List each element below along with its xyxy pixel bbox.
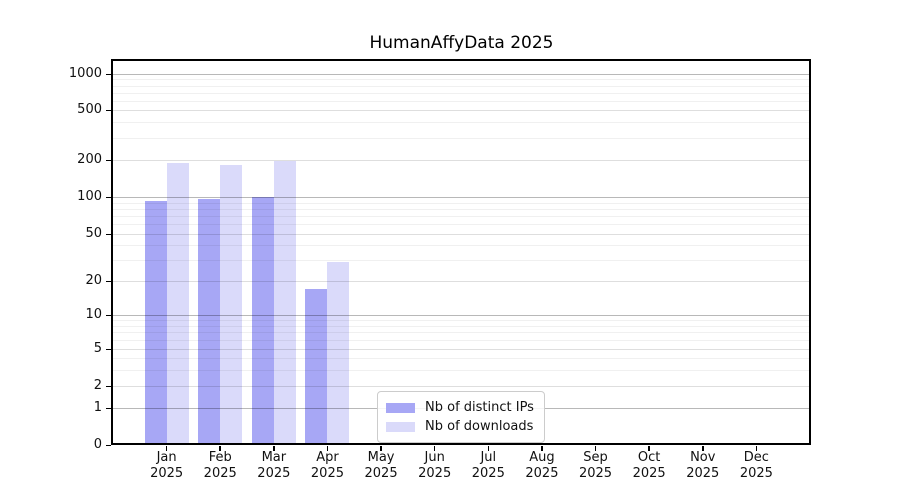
y-tick-1000	[106, 73, 111, 75]
x-tick-label-apr: Apr 2025	[310, 450, 344, 481]
x-tick-may	[380, 446, 382, 451]
y-tick-label-200: 200	[77, 152, 102, 167]
x-tick-nov	[702, 446, 704, 451]
y-tick-1	[106, 407, 111, 409]
y-tick-0	[106, 444, 111, 446]
x-tick-oct	[648, 446, 650, 451]
legend-swatch-downloads	[386, 421, 415, 432]
legend-entry-downloads: Nb of downloads	[386, 417, 534, 436]
y-tick-label-10: 10	[85, 307, 102, 322]
x-tick-label-dec: Dec 2025	[739, 450, 773, 481]
y-tick-label-20: 20	[85, 273, 102, 288]
y-tick-label-1: 1	[93, 400, 102, 415]
x-tick-label-jan: Jan 2025	[150, 450, 184, 481]
y-tick-label-5: 5	[93, 341, 102, 356]
legend-swatch-distinct-ips	[386, 402, 415, 413]
y-tick-200	[106, 159, 111, 161]
bar-distinct-ips-mar	[252, 197, 274, 445]
x-tick-label-may: May 2025	[364, 450, 398, 481]
x-tick-jul	[487, 446, 490, 451]
x-tick-label-nov: Nov 2025	[686, 450, 720, 481]
y-tick-5	[106, 348, 111, 350]
x-tick-label-jun: Jun 2025	[418, 450, 452, 481]
bar-downloads-mar	[274, 161, 296, 445]
bar-downloads-feb	[220, 165, 242, 445]
y-tick-500	[106, 109, 111, 111]
legend-label-downloads: Nb of downloads	[425, 419, 534, 434]
bar-downloads-apr	[327, 262, 349, 445]
y-tick-label-2: 2	[93, 378, 102, 393]
x-tick-jun	[433, 446, 436, 451]
y-tick-label-1000: 1000	[68, 66, 102, 81]
y-tick-label-0: 0	[93, 437, 102, 452]
plot-area	[113, 61, 810, 445]
bar-downloads-jan	[167, 163, 189, 445]
y-tick-label-100: 100	[77, 189, 102, 204]
bar-distinct-ips-apr	[305, 289, 327, 445]
y-tick-2	[106, 385, 111, 387]
x-tick-label-mar: Mar 2025	[257, 450, 291, 481]
legend-label-distinct-ips: Nb of distinct IPs	[425, 400, 534, 415]
x-tick-aug	[541, 446, 543, 451]
x-tick-sep	[594, 446, 597, 451]
x-tick-label-aug: Aug 2025	[525, 450, 559, 481]
x-tick-mar	[273, 446, 275, 451]
bar-distinct-ips-feb	[198, 199, 220, 445]
y-tick-50	[106, 233, 111, 235]
x-tick-jan	[165, 446, 168, 451]
x-tick-dec	[755, 446, 758, 451]
x-tick-label-oct: Oct 2025	[632, 450, 666, 481]
chart-title: HumanAffyData 2025	[369, 33, 554, 53]
y-tick-10	[106, 314, 111, 316]
legend: Nb of distinct IPs Nb of downloads	[377, 391, 545, 443]
x-tick-label-feb: Feb 2025	[203, 450, 237, 481]
x-tick-label-jul: Jul 2025	[471, 450, 505, 481]
y-tick-20	[106, 280, 111, 282]
bar-distinct-ips-jan	[145, 201, 167, 445]
y-tick-label-500: 500	[77, 102, 102, 117]
legend-entry-distinct-ips: Nb of distinct IPs	[386, 398, 534, 417]
x-tick-feb	[219, 446, 221, 451]
y-tick-label-50: 50	[85, 226, 102, 241]
x-tick-apr	[326, 446, 329, 451]
y-tick-100	[106, 196, 111, 198]
x-tick-label-sep: Sep 2025	[578, 450, 613, 481]
